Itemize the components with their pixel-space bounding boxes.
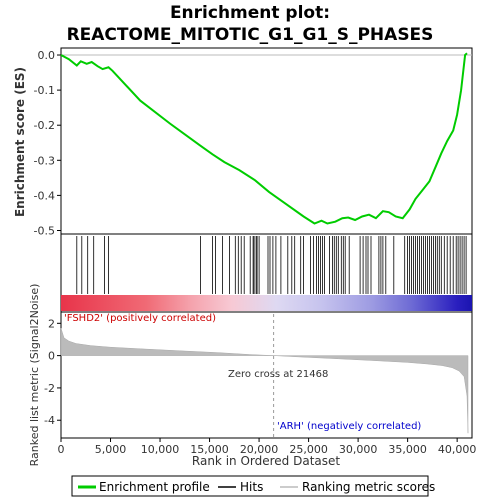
x-axis-ticks: 0 5,000 10,000 15,000 20,000 25,000 30,000 35,0… [58,438,477,456]
ranked-y-axis-label: Ranked list metric (Signal2Noise) [28,284,41,467]
es-y-tick-label: -0.2 [34,119,55,132]
es-y-tick-label: -0.5 [34,224,55,237]
chart-title-line1: Enrichment plot: [170,3,330,23]
legend-box [71,475,429,497]
legend-enrichment-label: Enrichment profile [99,480,210,494]
es-y-tick-label: -0.3 [34,154,55,167]
enrichment-profile-line [60,52,468,225]
ranked-y-tick-label: 2 [48,317,55,330]
ranked-panel-frame [60,311,473,439]
x-tick-label: 10,000 [141,443,180,456]
es-y-tick-label: -0.1 [34,84,55,97]
x-tick-label: 30,000 [339,443,378,456]
es-panel-frame [60,47,473,235]
ranking-colorbar [61,295,472,311]
zero-cross-label: Zero cross at 21468 [228,369,328,380]
hit-markers [76,236,467,294]
x-tick-label: 0 [58,443,65,456]
es-y-tick-label: 0.0 [38,49,56,62]
x-tick-label: 40,000 [438,443,477,456]
x-axis-label: Rank in Ordered Dataset [192,454,340,468]
es-y-tick-label: -0.4 [34,189,55,202]
positive-label: 'FSHD2' (positively correlated) [64,313,216,324]
legend-ranking-label: Ranking metric scores [302,480,435,494]
x-tick-label: 25,000 [289,443,328,456]
es-y-axis-label: Enrichment score (ES) [13,67,27,217]
ranked-y-tick-label: -2 [44,382,55,395]
es-y-ticks: 0.0 -0.1 -0.2 -0.3 -0.4 -0.5 [34,49,61,237]
legend-hits-label: Hits [240,480,263,494]
ranking-metric-area [60,328,469,434]
x-tick-label: 15,000 [190,443,229,456]
ranked-y-tick-label: -4 [44,414,55,427]
negative-label: 'ARH' (negatively correlated) [277,421,421,432]
ranked-y-ticks: 2 0 -2 -4 [44,317,61,427]
x-tick-label: 35,000 [388,443,427,456]
x-tick-label: 20,000 [240,443,279,456]
x-tick-label: 5,000 [95,443,127,456]
chart-title-line2: REACTOME_MITOTIC_G1_G1_S_PHASES [67,25,434,45]
ranked-y-tick-label: 0 [48,350,55,363]
